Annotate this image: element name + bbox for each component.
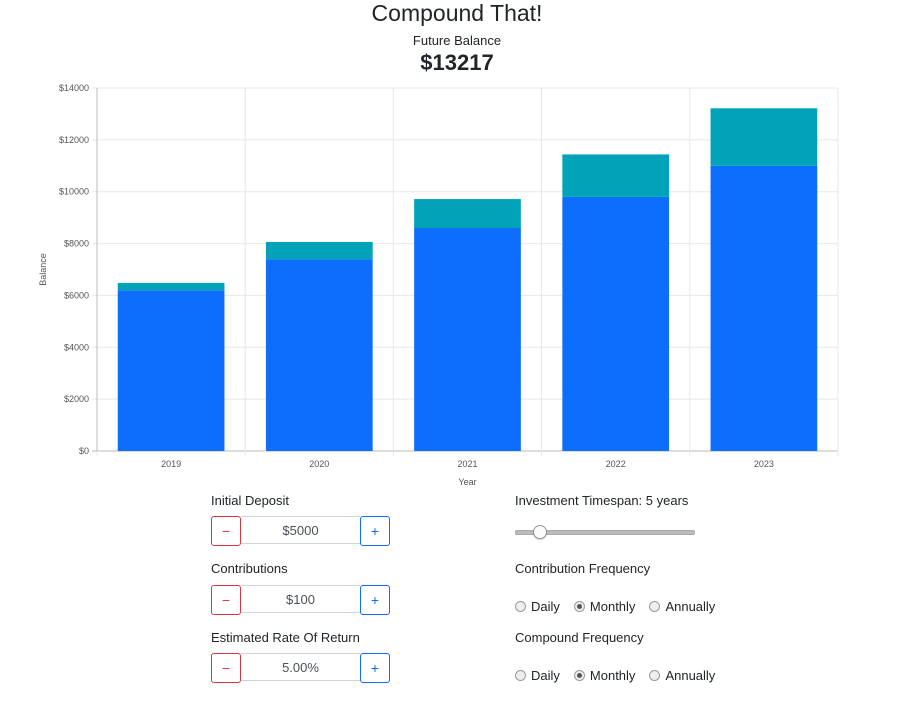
future-balance-value: $13217 xyxy=(420,50,494,75)
rate-of-return-stepper: − + xyxy=(211,653,390,683)
radio-button[interactable] xyxy=(649,670,661,681)
contributions-label: Contributions xyxy=(211,561,288,576)
bar-segment xyxy=(117,290,225,451)
initial-deposit-stepper: − + xyxy=(211,516,390,546)
y-tick-label: $4000 xyxy=(64,342,89,352)
contributions-input[interactable] xyxy=(241,585,360,613)
rate-of-return-input[interactable] xyxy=(241,653,360,681)
slider-thumb[interactable] xyxy=(533,525,547,539)
bar-segment xyxy=(562,196,670,451)
contributions-decrement-button[interactable]: − xyxy=(211,585,241,615)
bar-segment xyxy=(414,228,521,451)
bar-segment xyxy=(265,259,373,451)
radio-label: Annually xyxy=(665,599,716,614)
y-tick-label: $10000 xyxy=(59,187,89,197)
y-tick-label: $14000 xyxy=(59,83,89,93)
bar-segment xyxy=(562,154,670,197)
bar-segment xyxy=(265,241,373,260)
contribution-frequency-daily[interactable]: Daily xyxy=(515,599,560,614)
radio-button[interactable] xyxy=(573,670,585,681)
y-axis-label: Balance xyxy=(38,253,48,286)
radio-label: Annually xyxy=(665,668,716,683)
radio-button[interactable] xyxy=(515,670,526,681)
radio-label: Monthly xyxy=(589,668,636,683)
radio-button[interactable] xyxy=(515,601,526,612)
compound-frequency-annually[interactable]: Annually xyxy=(649,668,715,683)
app-title: Compound That! xyxy=(371,0,543,26)
bar-segment xyxy=(117,282,225,291)
contribution-frequency-label: Contribution Frequency xyxy=(515,561,651,576)
initial-deposit-decrement-button[interactable]: − xyxy=(211,516,241,546)
initial-deposit-input[interactable] xyxy=(241,516,360,544)
balance-chart: $0 $2000 $4000 $6000 $8000 $10000 $12000 $14000… xyxy=(38,83,839,487)
rate-increment-button[interactable]: + xyxy=(360,653,390,683)
x-tick-label: 2021 xyxy=(457,459,477,469)
x-axis-label: Year xyxy=(458,477,476,487)
contributions-stepper: − + xyxy=(211,585,390,615)
y-tick-label: $6000 xyxy=(64,290,89,300)
compound-frequency-label: Compound Frequency xyxy=(515,630,644,645)
x-tick-label: 2022 xyxy=(606,459,626,469)
compound-frequency-group: Daily Monthly Annually xyxy=(515,668,729,683)
slider-track[interactable] xyxy=(515,530,695,535)
y-tick-label: $8000 xyxy=(64,239,89,249)
y-tick-label: $0 xyxy=(79,446,89,456)
rate-decrement-button[interactable]: − xyxy=(211,653,241,683)
compound-frequency-daily[interactable]: Daily xyxy=(515,668,560,683)
radio-label: Monthly xyxy=(589,599,636,614)
x-tick-label: 2023 xyxy=(754,459,774,469)
initial-deposit-increment-button[interactable]: + xyxy=(360,516,390,546)
contributions-increment-button[interactable]: + xyxy=(360,585,390,615)
radio-button[interactable] xyxy=(649,601,661,612)
bar-segment xyxy=(414,199,521,229)
contribution-frequency-monthly[interactable]: Monthly xyxy=(573,599,636,614)
bar-segment xyxy=(710,165,818,452)
future-balance-label: Future Balance xyxy=(412,33,502,48)
y-tick-label: $2000 xyxy=(64,394,89,404)
x-tick-label: 2019 xyxy=(161,459,181,469)
radio-label: Daily xyxy=(531,599,560,614)
radio-label: Daily xyxy=(531,668,560,683)
timespan-label: Investment Timespan: 5 years xyxy=(515,493,689,508)
initial-deposit-label: Initial Deposit xyxy=(211,493,290,508)
rate-of-return-label: Estimated Rate Of Return xyxy=(211,630,360,645)
contribution-frequency-annually[interactable]: Annually xyxy=(649,599,715,614)
y-tick-label: $12000 xyxy=(59,135,89,145)
radio-button[interactable] xyxy=(573,601,585,612)
contribution-frequency-group: Daily Monthly Annually xyxy=(515,599,729,614)
timespan-slider[interactable] xyxy=(515,525,695,539)
bar-segment xyxy=(710,108,818,166)
compound-frequency-monthly[interactable]: Monthly xyxy=(573,668,636,683)
x-tick-label: 2020 xyxy=(309,459,329,469)
